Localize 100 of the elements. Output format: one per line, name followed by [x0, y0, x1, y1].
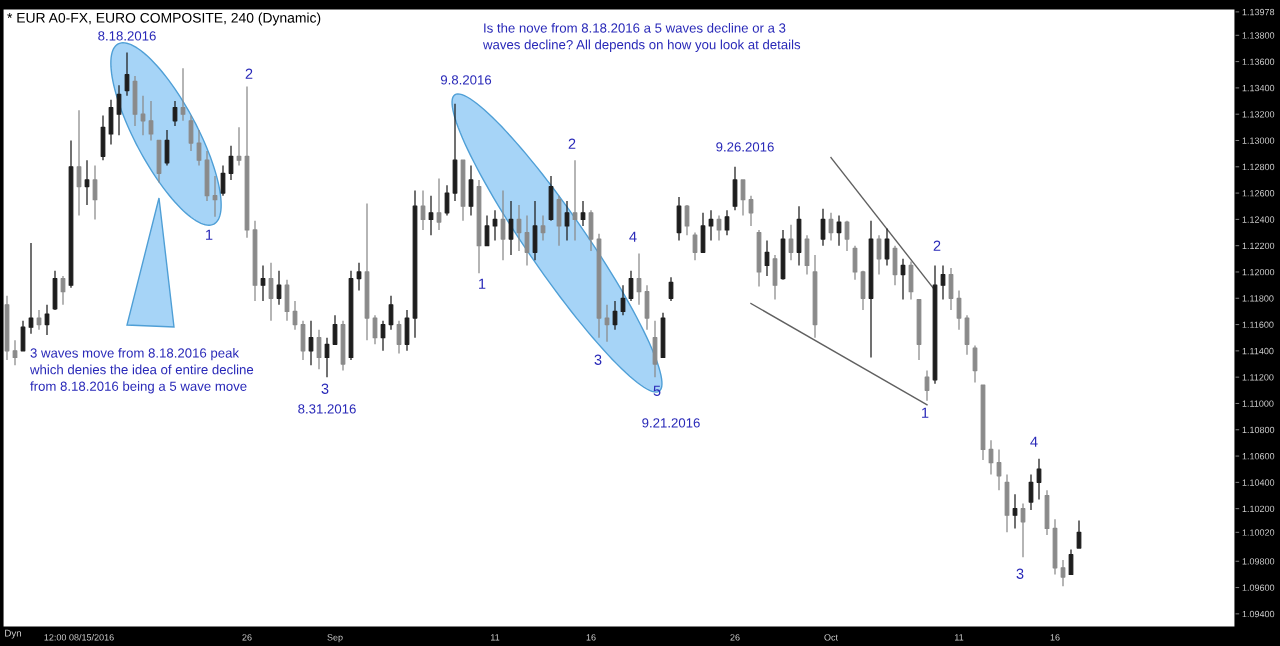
candlestick: [844, 220, 850, 252]
candlestick: [324, 337, 330, 378]
x-tick-label: 11: [955, 634, 964, 641]
candlestick: [276, 270, 282, 306]
candlestick: [124, 51, 130, 97]
annotation: 9.26.2016: [716, 142, 774, 152]
candlestick: [924, 369, 930, 402]
candlestick: [764, 239, 770, 277]
x-tick-label: Oct: [824, 634, 838, 641]
x-tick-label: 12:00 08/15/2016: [44, 633, 114, 641]
y-tick-label: 1.13800: [1242, 32, 1275, 39]
candlestick: [996, 448, 1002, 491]
x-tick-label: 11: [491, 634, 500, 641]
annotation: 3 waves move from 8.18.2016 peak which denies the idea of entire decline from 8.18.2016 being a 5 wave move: [29, 348, 254, 394]
candlestick: [60, 275, 66, 306]
candlestick: [532, 200, 538, 261]
candlestick: [212, 175, 218, 218]
candlestick: [868, 220, 874, 359]
candlestick: [492, 209, 498, 242]
candlestick: [820, 208, 826, 247]
candlestick: [516, 204, 522, 252]
candlestick: [580, 200, 586, 227]
annotation: 9.8.2016: [440, 75, 492, 85]
y-tick-label: 1.11800: [1242, 295, 1274, 302]
annotation: 3: [321, 383, 329, 394]
candlestick: [948, 267, 954, 311]
candlestick: [28, 242, 34, 335]
candlestick: [268, 262, 274, 322]
annotation: 2: [245, 68, 253, 79]
candlestick: [1012, 493, 1018, 530]
candlestick: [76, 109, 82, 217]
candlestick: [92, 164, 98, 221]
candlestick: [884, 227, 890, 267]
y-tick-label: 1.13200: [1242, 111, 1275, 118]
candlestick: [44, 304, 50, 336]
candlestick: [940, 264, 946, 301]
candlestick: [260, 264, 266, 302]
y-tick-label: 1.13600: [1242, 58, 1275, 65]
text: Dyn: [5, 629, 22, 639]
annotation: 1: [206, 229, 213, 240]
candlestick: [380, 320, 386, 352]
candlestick: [508, 200, 514, 256]
y-tick-label: 1.13400: [1242, 84, 1275, 92]
candlestick: [356, 262, 362, 292]
candlestick: [796, 205, 802, 267]
chart-title: * EUR A0-FX, EURO COMPOSITE, 240 (Dynamic): [7, 12, 321, 26]
candlestick: [396, 320, 402, 355]
candlestick: [36, 309, 42, 331]
candlestick: [740, 179, 746, 217]
y-tick-label: 1.13000: [1242, 137, 1275, 144]
candlestick: [1020, 502, 1026, 558]
candlestick: [316, 329, 322, 370]
y-tick-label: 1.11200: [1242, 374, 1274, 381]
x-tick-label: Sep: [327, 634, 343, 643]
candlestick: [900, 258, 906, 301]
candlestick: [364, 202, 370, 341]
candlestick: [1028, 473, 1034, 511]
candlestick: [468, 164, 474, 217]
candlestick: [620, 284, 626, 316]
candlestick: [1060, 559, 1066, 587]
annotation: 3: [594, 354, 602, 365]
candlestick: [84, 159, 90, 206]
candlestick: [828, 212, 834, 242]
annotation: 3: [1016, 568, 1024, 579]
y-tick-label: 1.10400: [1242, 479, 1275, 486]
candlestick: [636, 252, 642, 306]
candlestick: [420, 189, 426, 231]
candlestick: [612, 300, 618, 331]
candlestick: [228, 145, 234, 181]
candlestick: [540, 214, 546, 242]
y-tick-label: 1.12200: [1242, 242, 1275, 250]
candlestick: [788, 224, 794, 261]
annotation: 8.31.2016: [298, 404, 356, 414]
annotation: 4: [629, 231, 637, 242]
candlestick: [196, 129, 202, 167]
candlestick: [604, 304, 610, 343]
candlestick: [1004, 473, 1010, 533]
y-tick-label: 1.11000: [1242, 400, 1274, 407]
candlestick: [116, 84, 122, 136]
annotation: 5: [653, 385, 661, 396]
candlestick: [244, 85, 250, 239]
y-tick-label: 1.09600: [1242, 584, 1275, 591]
candlestick: [836, 214, 842, 247]
candlestick: [12, 339, 18, 366]
y-tick-label: 1.10800: [1242, 426, 1275, 434]
candlestick: [452, 103, 458, 202]
annotation: Is the nove from 8.18.2016 a 5 waves decline or a 3 waves decline? All depends on how you look at details: [482, 23, 801, 52]
candlestick: [292, 300, 298, 331]
candlestick: [436, 177, 442, 231]
annotation: 2: [933, 240, 941, 251]
candlestick: [772, 254, 778, 301]
candlestick: [876, 234, 882, 276]
y-tick-label: 1.10200: [1242, 505, 1275, 513]
candlestick: [524, 214, 530, 267]
candlestick: [140, 95, 146, 136]
annotation: 1: [922, 407, 929, 418]
x-tick-label: 26: [730, 634, 740, 641]
y-tick-label: 1.11600: [1242, 321, 1274, 328]
annotation: 8.18.2016: [98, 31, 156, 41]
x-tick-label: 16: [1050, 634, 1060, 641]
